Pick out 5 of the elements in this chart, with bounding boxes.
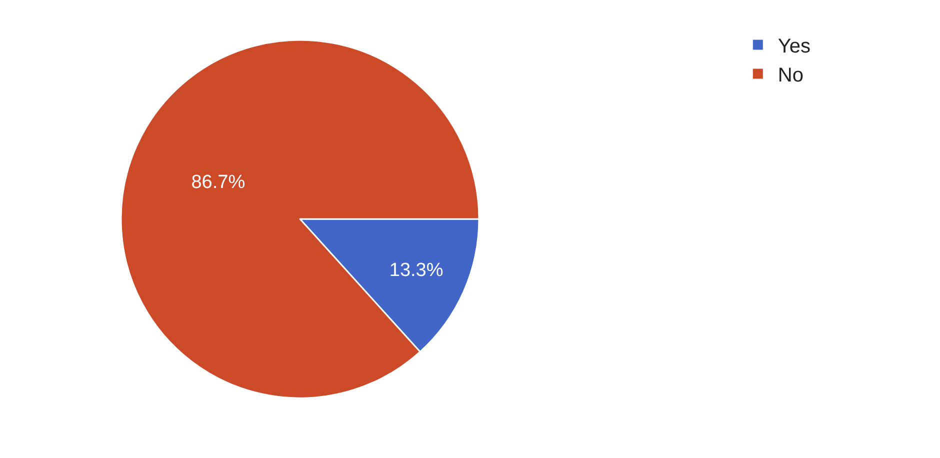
- legend-label: Yes: [778, 35, 811, 58]
- pie-slice: [120, 39, 480, 399]
- data-label: 86.7%: [191, 172, 246, 194]
- legend-label: No: [778, 64, 804, 86]
- data-label: 13.3%: [389, 260, 444, 282]
